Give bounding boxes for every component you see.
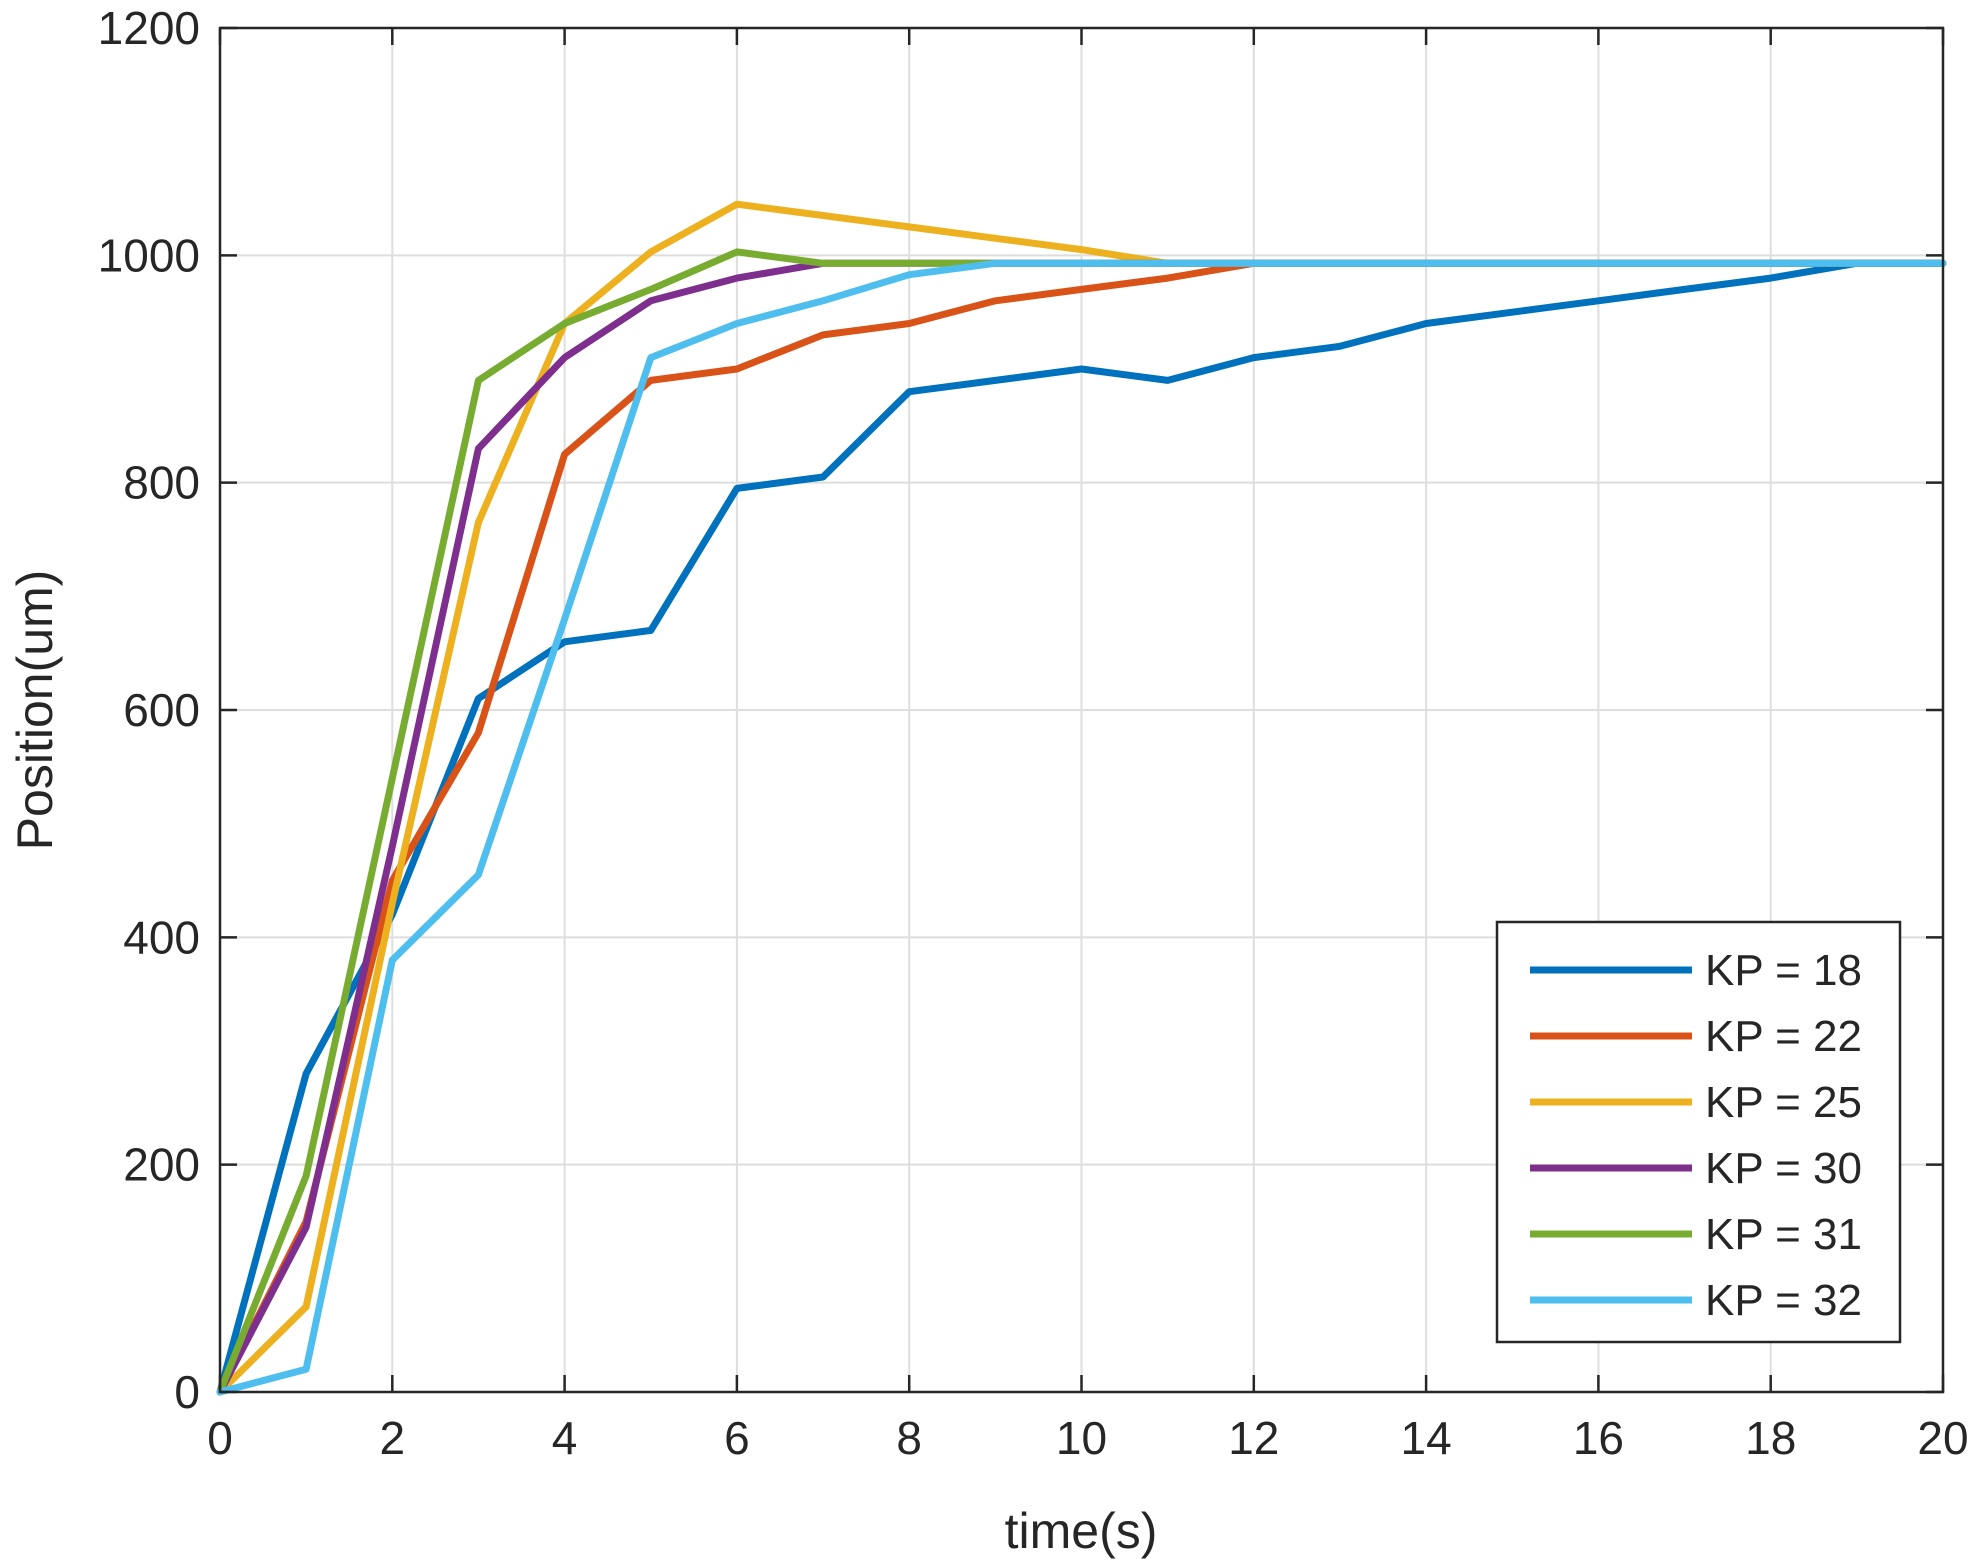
legend-box <box>1495 920 1902 1344</box>
x-tick-label: 12 <box>1228 1412 1279 1464</box>
legend-label: KP = 32 <box>1705 1276 1862 1325</box>
x-tick-label: 16 <box>1573 1412 1624 1464</box>
x-tick-label: 8 <box>896 1412 922 1464</box>
x-tick-label: 2 <box>380 1412 406 1464</box>
legend-label: KP = 18 <box>1705 946 1862 995</box>
y-tick-label: 0 <box>174 1366 200 1418</box>
x-tick-label: 0 <box>207 1412 233 1464</box>
series-line-kp-32 <box>216 259 1947 1396</box>
x-tick-label: 14 <box>1401 1412 1452 1464</box>
y-tick-label: 1000 <box>98 229 200 281</box>
legend: KP = 18 KP = 22 KP = 25 KP = 30 KP = 31 KP = … <box>1495 920 1902 1344</box>
legend-label: KP = 31 <box>1705 1210 1862 1259</box>
x-tick-label: 4 <box>552 1412 578 1464</box>
x-axis-title: time(s) <box>1005 1503 1158 1559</box>
legend-label: KP = 30 <box>1705 1144 1862 1193</box>
y-axis-title: Position(um) <box>7 570 63 851</box>
legend-label: KP = 22 <box>1705 1012 1862 1061</box>
x-tick-label: 6 <box>724 1412 750 1464</box>
series-lines <box>216 200 1947 1396</box>
x-tick-label: 20 <box>1917 1412 1968 1464</box>
x-tick-label: 18 <box>1745 1412 1796 1464</box>
y-tick-label: 400 <box>123 911 200 963</box>
legend-label: KP = 25 <box>1705 1078 1862 1127</box>
y-tick-label: 600 <box>123 684 200 736</box>
y-tick-label: 1200 <box>98 2 200 54</box>
x-tick-label: 10 <box>1056 1412 1107 1464</box>
y-tick-label: 800 <box>123 457 200 509</box>
series-line-kp-18 <box>216 259 1947 1396</box>
y-tick-label: 200 <box>123 1139 200 1191</box>
